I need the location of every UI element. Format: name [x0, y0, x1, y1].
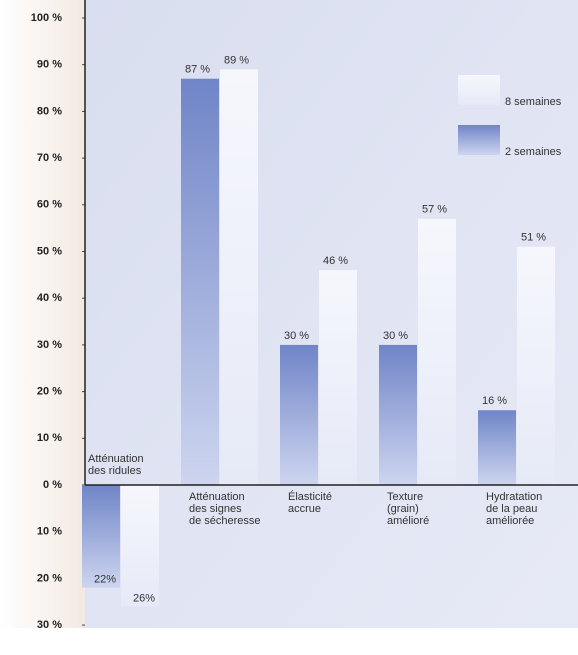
bar [181, 78, 219, 486]
value-label: 30 % [383, 330, 408, 342]
category-line: Atténuation [189, 491, 245, 503]
value-label: 22% [94, 574, 116, 586]
value-label: 51 % [521, 232, 546, 244]
y-tick-label: 30 % [37, 619, 62, 631]
bar [478, 410, 516, 485]
category-line: de sécheresse [189, 515, 261, 527]
category-line: amélioré [387, 515, 429, 527]
category-line: accrue [288, 503, 321, 515]
y-tick-label: 20 % [37, 386, 62, 398]
bar [517, 246, 555, 485]
bar [82, 485, 120, 588]
category-label: Atténuation des signes de sécheresse [189, 491, 261, 527]
y-tick-label: 100 % [31, 12, 62, 24]
y-tick-label: 40 % [37, 292, 62, 304]
value-label: 46 % [323, 255, 348, 267]
category-line: des ridules [88, 465, 142, 477]
value-label: 57 % [422, 204, 447, 216]
y-tick-label: 10 % [37, 432, 62, 444]
bar [280, 344, 318, 485]
value-label: 16 % [482, 395, 507, 407]
y-tick-label: 30 % [37, 339, 62, 351]
category-line: Texture [387, 491, 423, 503]
left-background [0, 0, 85, 655]
legend-label: 2 semaines [505, 146, 562, 158]
bar [418, 218, 456, 485]
value-label: 30 % [284, 330, 309, 342]
category-line: des signes [189, 503, 242, 515]
value-label: 87 % [185, 64, 210, 76]
y-tick-label: 20 % [37, 572, 62, 584]
value-label: 26% [133, 592, 155, 604]
y-tick-label: 50 % [37, 245, 62, 257]
y-tick-label: 0 % [43, 479, 62, 491]
legend-label: 8 semaines [505, 96, 562, 108]
y-tick-label: 90 % [37, 59, 62, 71]
bar [121, 485, 159, 607]
category-line: améliorée [486, 515, 534, 527]
bar [220, 69, 258, 486]
y-tick-label: 80 % [37, 105, 62, 117]
category-line: (grain) [387, 503, 419, 515]
y-tick-label: 60 % [37, 199, 62, 211]
category-line: Hydratation [486, 491, 542, 503]
category-label: Texture (grain) amélioré [387, 491, 429, 527]
bar [379, 344, 417, 485]
category-line: Atténuation [88, 453, 144, 465]
category-label: Hydratation de la peau améliorée [486, 491, 542, 527]
legend-swatch [458, 125, 500, 155]
category-line: de la peau [486, 503, 537, 515]
category-line: Élasticité [288, 490, 332, 503]
bottom-margin [0, 628, 578, 655]
y-tick-label: 10 % [37, 526, 62, 538]
category-label: Atténuation des ridules [88, 453, 144, 477]
value-label: 89 % [224, 54, 249, 66]
bar [319, 270, 357, 485]
legend-swatch [458, 75, 500, 105]
y-tick-label: 70 % [37, 152, 62, 164]
category-label: Élasticité accrue [288, 490, 332, 515]
